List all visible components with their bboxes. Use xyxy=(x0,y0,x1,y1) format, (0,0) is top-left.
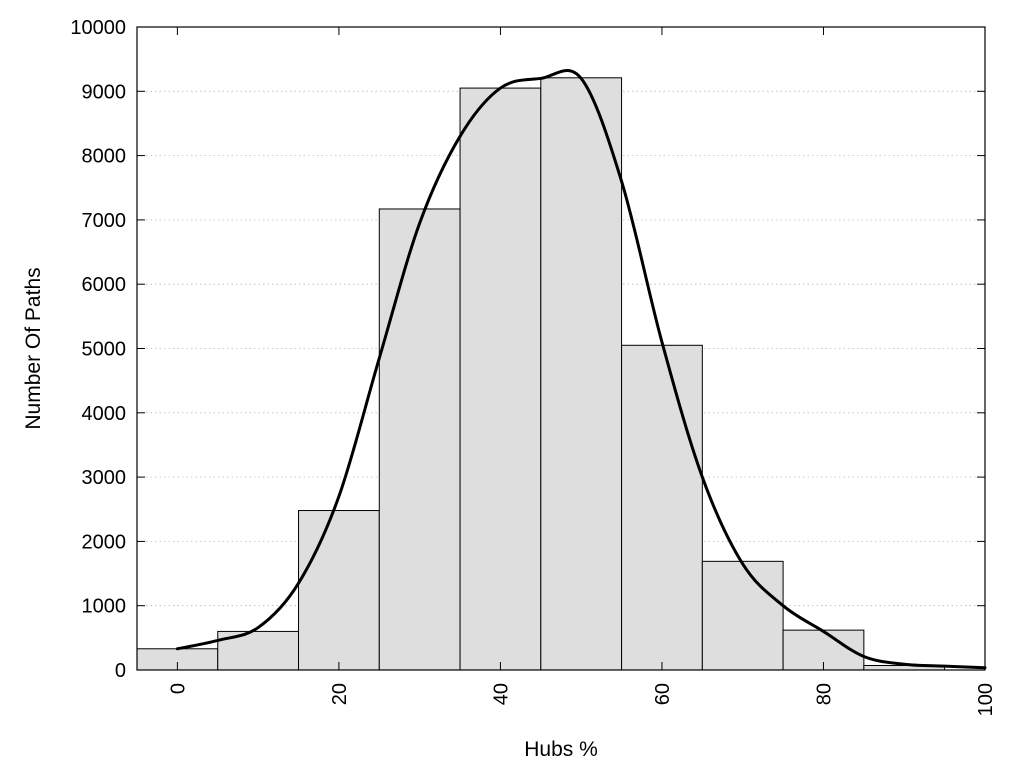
y-tick-label-3000: 3000 xyxy=(82,467,127,489)
x-tick-label-0: 0 xyxy=(167,683,189,694)
x-tick-label-20: 20 xyxy=(329,683,351,705)
bar-20 xyxy=(298,510,380,671)
x-tick-label-100: 100 xyxy=(975,683,997,716)
bar-30 xyxy=(378,208,461,671)
x-tick-label-60: 60 xyxy=(652,683,674,705)
y-axis-label: Number Of Paths xyxy=(22,267,45,429)
y-axis: 0 1000 2000 3000 4000 5000 6000 7000 8000 9000 100… xyxy=(70,17,985,682)
y-tick-label-6000: 6000 xyxy=(82,274,127,296)
y-tick-label-0: 0 xyxy=(115,660,126,682)
curve-layer xyxy=(175,68,987,670)
x-axis: 0 20 40 60 80 100 xyxy=(167,27,997,716)
y-tick-label-8000: 8000 xyxy=(82,146,127,168)
density-curve-line xyxy=(175,68,987,670)
bars-layer xyxy=(136,77,946,671)
bar-40 xyxy=(459,87,542,671)
x-axis-label: Hubs % xyxy=(524,738,598,761)
y-tick-label-2000: 2000 xyxy=(82,531,127,553)
x-tick-label-80: 80 xyxy=(813,683,835,705)
bar-70 xyxy=(701,560,784,671)
y-tick-label-10000: 10000 xyxy=(70,17,126,39)
y-tick-label-5000: 5000 xyxy=(82,339,127,361)
bar-50 xyxy=(540,77,623,671)
bar-60 xyxy=(621,344,703,671)
y-tick-label-4000: 4000 xyxy=(82,403,127,425)
x-tick-label-40: 40 xyxy=(490,683,512,705)
y-tick-label-9000: 9000 xyxy=(82,81,127,103)
y-tick-label-1000: 1000 xyxy=(82,596,127,618)
y-tick-label-7000: 7000 xyxy=(82,210,127,232)
